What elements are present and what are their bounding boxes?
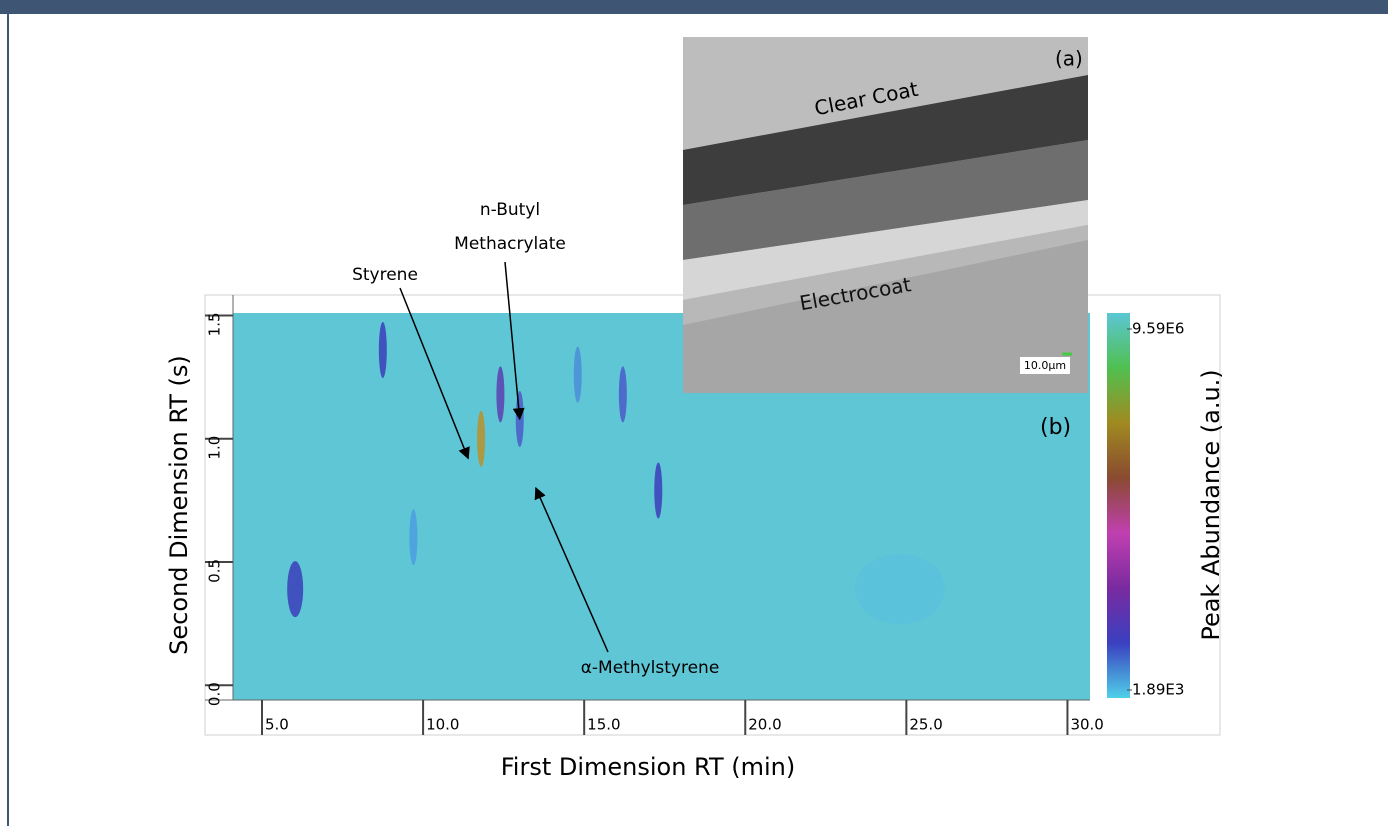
colorbar-tick-label: 1.89E3 [1132, 681, 1184, 699]
y-tick-label: 1.5 [206, 312, 224, 336]
y-tick-label: 0.0 [206, 682, 224, 706]
annotation-label: Methacrylate [454, 234, 566, 254]
y-tick-label: 0.5 [206, 559, 224, 583]
panel-label: (b) [1040, 415, 1071, 440]
peak [574, 347, 582, 403]
peak [409, 509, 417, 565]
x-tick-label: 25.0 [909, 716, 942, 734]
peak [654, 462, 662, 518]
annotation-label: n-Butyl [480, 200, 540, 220]
colorbar-tick-label: 9.59E6 [1132, 320, 1184, 338]
x-axis-label: First Dimension RT (min) [501, 753, 796, 781]
scale-bar-label: 10.0µm [1024, 359, 1066, 372]
y-axis-label: Second Dimension RT (s) [165, 355, 193, 655]
x-tick-label: 10.0 [426, 716, 459, 734]
figure: 5.0 10.0 15.0 20.0 25.0 30.0 0.0 0.5 1.0 1.5 First… [0, 0, 1388, 826]
peak [855, 554, 945, 624]
colorbar [1107, 313, 1130, 698]
peak [496, 366, 504, 422]
x-tick-label: 30.0 [1070, 716, 1103, 734]
inset-micrograph: (a) Clear Coat Electrocoat 10.0µm [683, 37, 1088, 393]
x-tick-label: 5.0 [265, 716, 289, 734]
peak [287, 561, 303, 617]
inset-panel-label: (a) [1055, 47, 1083, 71]
x-tick-label: 20.0 [748, 716, 781, 734]
y-tick-label: 1.0 [206, 436, 224, 460]
annotation-label: Styrene [352, 265, 418, 285]
colorbar-label: Peak Abundance (a.u.) [1197, 369, 1225, 640]
peak [477, 411, 485, 467]
annotation-label: α-Methylstyrene [581, 658, 720, 678]
peak [619, 366, 627, 422]
top-bar [0, 0, 1388, 14]
peak [379, 322, 387, 378]
x-tick-label: 15.0 [587, 716, 620, 734]
